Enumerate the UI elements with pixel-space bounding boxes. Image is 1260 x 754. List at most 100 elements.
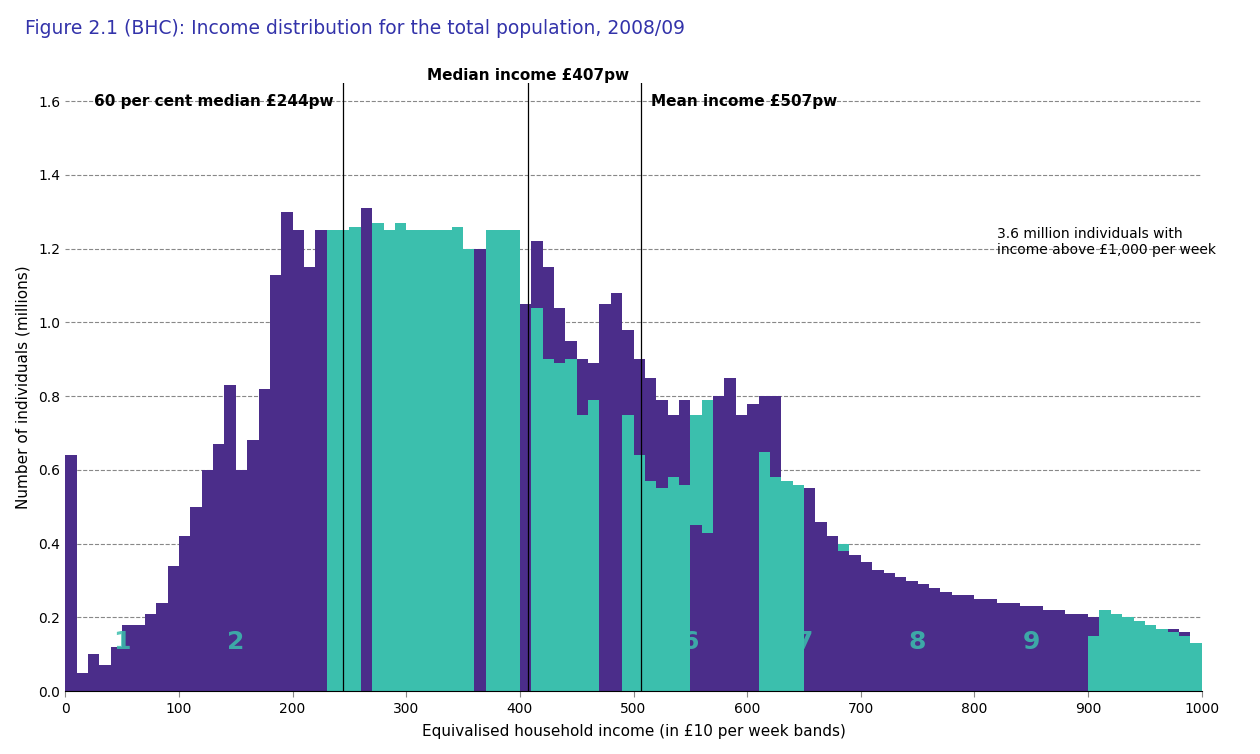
Bar <box>827 540 838 691</box>
Bar <box>781 481 793 691</box>
Bar <box>1008 625 1019 691</box>
Bar <box>338 348 349 691</box>
Bar <box>498 230 509 691</box>
Bar <box>997 625 1008 691</box>
Bar <box>77 673 88 691</box>
Bar <box>793 485 804 691</box>
Bar <box>1191 654 1202 691</box>
Bar <box>1134 621 1145 691</box>
Bar <box>713 397 724 691</box>
Bar <box>428 230 440 691</box>
Bar <box>428 249 440 691</box>
Text: Median income £407pw: Median income £407pw <box>427 68 629 83</box>
Bar <box>1066 614 1077 691</box>
Bar <box>452 227 464 691</box>
Text: Mean income £507pw: Mean income £507pw <box>650 93 837 109</box>
Bar <box>315 230 326 691</box>
Text: Figure 2.1 (BHC): Income distribution for the total population, 2008/09: Figure 2.1 (BHC): Income distribution fo… <box>25 19 685 38</box>
Bar <box>1100 610 1111 691</box>
Bar <box>724 378 736 691</box>
Bar <box>827 536 838 691</box>
Bar <box>406 230 417 691</box>
Bar <box>509 245 520 691</box>
Bar <box>452 249 464 691</box>
Bar <box>520 304 532 691</box>
Bar <box>906 599 917 691</box>
Bar <box>611 293 622 691</box>
Bar <box>1157 629 1168 691</box>
Bar <box>997 602 1008 691</box>
Bar <box>747 455 759 691</box>
Bar <box>1123 618 1134 691</box>
Bar <box>622 415 634 691</box>
Bar <box>383 271 394 691</box>
Bar <box>951 596 963 691</box>
Bar <box>202 470 213 691</box>
Bar <box>577 360 588 691</box>
Bar <box>1077 636 1089 691</box>
Bar <box>849 555 861 691</box>
Bar <box>1043 633 1055 691</box>
Bar <box>1191 643 1202 691</box>
Bar <box>861 562 872 691</box>
Bar <box>963 618 974 691</box>
Bar <box>224 385 236 691</box>
Bar <box>1019 629 1031 691</box>
Bar <box>326 230 338 691</box>
Bar <box>951 614 963 691</box>
Bar <box>145 614 156 691</box>
Bar <box>338 230 349 691</box>
Bar <box>66 455 77 691</box>
Bar <box>702 400 713 691</box>
Bar <box>793 485 804 691</box>
Bar <box>611 400 622 691</box>
Bar <box>486 253 498 691</box>
Bar <box>1179 636 1191 691</box>
Bar <box>861 581 872 691</box>
Bar <box>258 389 270 691</box>
Bar <box>1168 633 1179 691</box>
Bar <box>100 666 111 691</box>
Bar <box>532 308 543 691</box>
Bar <box>872 569 883 691</box>
Bar <box>1031 606 1043 691</box>
Bar <box>464 311 475 691</box>
Bar <box>360 208 372 691</box>
Bar <box>1055 633 1066 691</box>
Bar <box>849 577 861 691</box>
Bar <box>383 230 394 691</box>
Bar <box>940 592 951 691</box>
Bar <box>759 397 770 691</box>
Bar <box>883 573 895 691</box>
Bar <box>770 477 781 691</box>
Bar <box>1100 618 1111 691</box>
Text: 1: 1 <box>113 630 131 654</box>
Bar <box>543 360 554 691</box>
Bar <box>1043 610 1055 691</box>
Bar <box>417 230 428 691</box>
Bar <box>88 654 100 691</box>
Bar <box>1111 618 1123 691</box>
Bar <box>190 507 202 691</box>
X-axis label: Equivalised household income (in £10 per week bands): Equivalised household income (in £10 per… <box>422 724 845 739</box>
Bar <box>179 536 190 691</box>
Bar <box>156 602 168 691</box>
Bar <box>838 544 849 691</box>
Bar <box>634 360 645 691</box>
Bar <box>679 485 690 691</box>
Bar <box>985 599 997 691</box>
Bar <box>566 341 577 691</box>
Bar <box>917 602 929 691</box>
Bar <box>247 440 258 691</box>
Bar <box>1019 606 1031 691</box>
Text: 10: 10 <box>1128 630 1163 654</box>
Bar <box>736 485 747 691</box>
Bar <box>1123 621 1134 691</box>
Bar <box>804 489 815 691</box>
Bar <box>1145 625 1157 691</box>
Bar <box>713 397 724 691</box>
Bar <box>372 230 383 691</box>
Bar <box>929 606 940 691</box>
Bar <box>475 267 486 691</box>
Bar <box>747 403 759 691</box>
